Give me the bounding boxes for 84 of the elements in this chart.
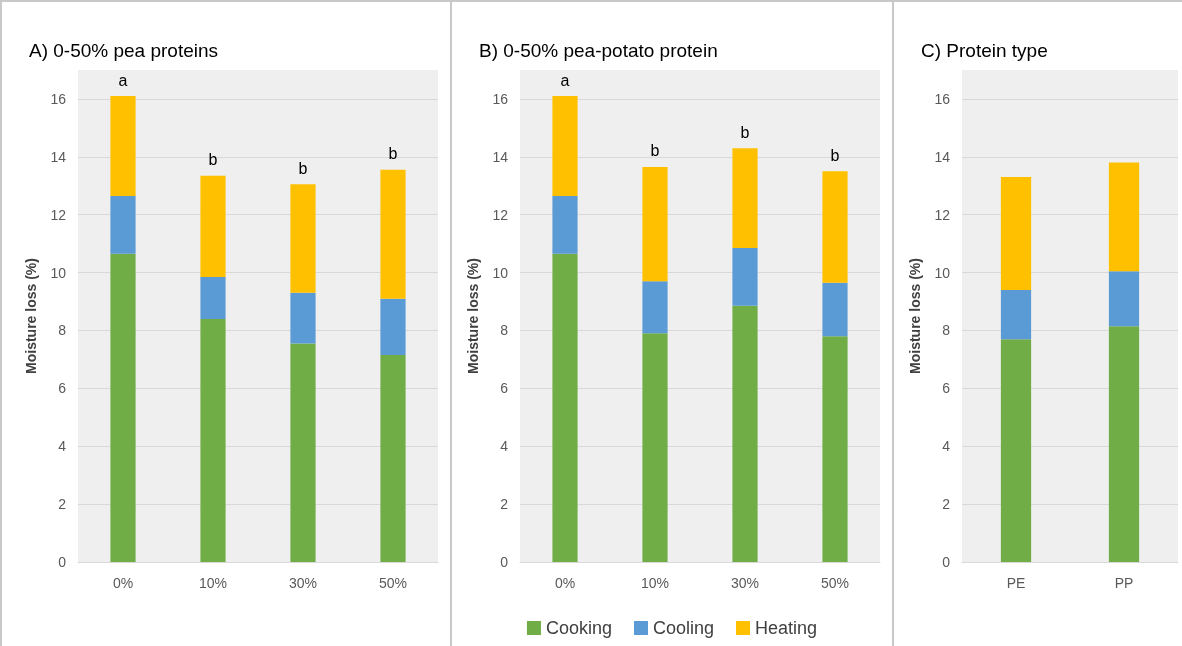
y-tick-label: 8 [500,322,509,339]
y-tick-label: 16 [50,90,67,107]
x-tick-label: 0% [112,575,134,591]
y-tick-label: 2 [58,496,67,513]
bar [642,333,668,562]
bar [552,96,578,196]
bar [732,148,758,248]
bar [642,166,668,282]
chart-title: B) 0-50% pea-potato protein [479,40,718,61]
x-tick-label: 50% [820,575,850,591]
bar [380,169,406,299]
bar [552,253,578,562]
x-tick-label: 30% [288,575,318,591]
bar [552,195,578,254]
annotation: a [118,71,128,89]
y-tick-label: 16 [492,90,509,107]
annotation: b [830,146,840,164]
y-tick-label: 12 [492,206,509,223]
bar [380,355,406,562]
y-tick-label: 8 [942,322,951,339]
y-tick-label: 16 [934,90,951,107]
y-tick-label: 12 [50,206,67,223]
bar [1108,326,1140,562]
y-tick-label: 6 [500,380,509,397]
y-axis-title: Moisture loss (%) [907,258,923,374]
annotation: b [208,151,218,169]
bar [642,281,668,334]
legend-label: Heating [755,618,818,638]
y-tick-label: 4 [500,438,509,455]
bar [200,276,226,319]
chart-title: A) 0-50% pea proteins [29,40,219,61]
annotation: b [650,142,660,160]
y-tick-label: 0 [942,554,951,570]
y-tick-label: 0 [500,554,509,570]
bar [1108,162,1140,272]
bar [290,292,316,344]
bar [1000,289,1032,340]
annotation: b [388,145,398,163]
x-tick-label: 10% [640,575,670,591]
x-tick-label: 10% [198,575,228,591]
y-tick-label: 4 [58,438,67,455]
x-tick-label: PE [1006,575,1026,591]
bar [290,184,316,293]
y-tick-label: 2 [500,496,509,513]
y-tick-label: 14 [934,148,951,165]
y-tick-label: 14 [492,148,509,165]
y-tick-label: 12 [934,206,951,223]
y-tick-label: 14 [50,148,67,165]
bar [380,298,406,356]
bar [822,171,848,283]
x-tick-label: 0% [554,575,576,591]
annotation: a [560,71,570,89]
bar [1108,271,1140,327]
bar [822,282,848,337]
y-tick-label: 0 [58,554,67,570]
y-tick-label: 10 [934,264,951,281]
bar [110,253,136,562]
legend-label: Cooling [652,618,715,638]
bar [110,195,136,254]
y-tick-label: 8 [58,322,67,339]
legend-label: Cooking [545,618,612,638]
x-tick-label: 30% [730,575,760,591]
y-tick-label: 6 [942,380,951,397]
chart-title: C) Protein type [921,40,1048,61]
bar [200,175,226,277]
bar [1000,177,1032,290]
y-tick-label: 10 [50,264,67,281]
bar [732,305,758,562]
y-tick-label: 2 [942,496,951,513]
bar [1000,339,1032,562]
bar [200,318,226,562]
y-tick-label: 6 [58,380,67,397]
bar [822,336,848,562]
x-tick-label: PP [1114,575,1134,591]
x-tick-label: 50% [378,575,408,591]
y-tick-label: 10 [492,264,509,281]
annotation: b [740,123,750,141]
bar [732,247,758,306]
y-tick-label: 4 [942,438,951,455]
y-axis-title: Moisture loss (%) [465,258,481,374]
annotation: b [298,159,308,177]
bar [110,96,136,196]
y-axis-title: Moisture loss (%) [23,258,39,374]
bar [290,343,316,562]
